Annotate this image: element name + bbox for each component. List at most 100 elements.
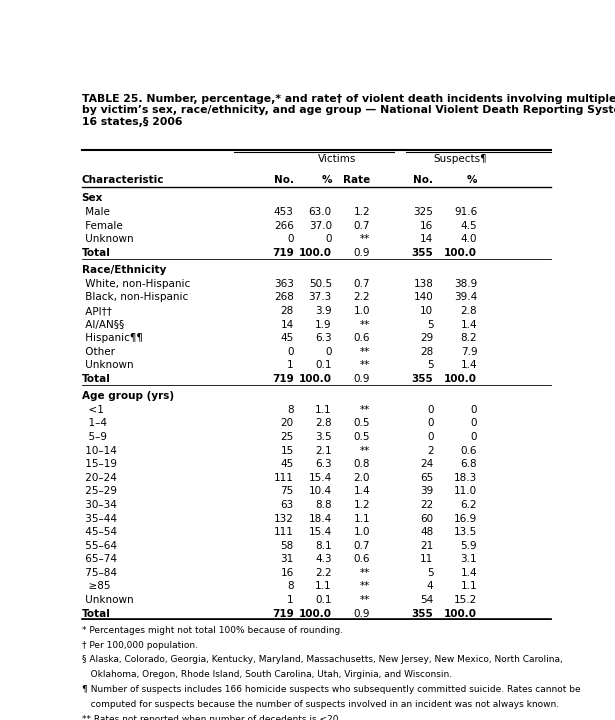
Text: 268: 268 bbox=[274, 292, 294, 302]
Text: 2.8: 2.8 bbox=[315, 418, 332, 428]
Text: 45: 45 bbox=[280, 459, 294, 469]
Text: 1.9: 1.9 bbox=[315, 320, 332, 330]
Text: 0: 0 bbox=[325, 347, 332, 356]
Text: **: ** bbox=[360, 568, 370, 578]
Text: 363: 363 bbox=[274, 279, 294, 289]
Text: 1: 1 bbox=[287, 360, 294, 370]
Text: 1.2: 1.2 bbox=[354, 207, 370, 217]
Text: 0: 0 bbox=[427, 432, 434, 442]
Text: Race/Ethnicity: Race/Ethnicity bbox=[82, 265, 166, 275]
Text: 138: 138 bbox=[413, 279, 434, 289]
Text: 0: 0 bbox=[470, 405, 477, 415]
Text: 31: 31 bbox=[280, 554, 294, 564]
Text: 8: 8 bbox=[287, 582, 294, 591]
Text: 8.8: 8.8 bbox=[315, 500, 332, 510]
Text: 6.3: 6.3 bbox=[315, 333, 332, 343]
Text: **: ** bbox=[360, 234, 370, 244]
Text: 4.0: 4.0 bbox=[461, 234, 477, 244]
Text: 25: 25 bbox=[280, 432, 294, 442]
Text: ** Rates not reported when number of decedents is <20.: ** Rates not reported when number of dec… bbox=[82, 716, 341, 720]
Text: 140: 140 bbox=[414, 292, 434, 302]
Text: Male: Male bbox=[82, 207, 109, 217]
Text: 6.2: 6.2 bbox=[461, 500, 477, 510]
Text: 7.9: 7.9 bbox=[461, 347, 477, 356]
Text: 100.0: 100.0 bbox=[444, 374, 477, 384]
Text: Sex: Sex bbox=[82, 194, 103, 203]
Text: 65–74: 65–74 bbox=[82, 554, 117, 564]
Text: Black, non-Hispanic: Black, non-Hispanic bbox=[82, 292, 188, 302]
Text: 1.2: 1.2 bbox=[354, 500, 370, 510]
Text: 18.3: 18.3 bbox=[454, 473, 477, 483]
Text: 1.4: 1.4 bbox=[461, 568, 477, 578]
Text: 75–84: 75–84 bbox=[82, 568, 117, 578]
Text: TABLE 25. Number, percentage,* and rate† of violent death incidents involving mu: TABLE 25. Number, percentage,* and rate†… bbox=[82, 94, 615, 127]
Text: 30–34: 30–34 bbox=[82, 500, 116, 510]
Text: 48: 48 bbox=[420, 527, 434, 537]
Text: 8: 8 bbox=[287, 405, 294, 415]
Text: 0.6: 0.6 bbox=[354, 333, 370, 343]
Text: 1.4: 1.4 bbox=[354, 487, 370, 496]
Text: 63.0: 63.0 bbox=[309, 207, 332, 217]
Text: 25–29: 25–29 bbox=[82, 487, 117, 496]
Text: 1–4: 1–4 bbox=[82, 418, 106, 428]
Text: computed for suspects because the number of suspects involved in an incident was: computed for suspects because the number… bbox=[82, 701, 559, 709]
Text: 132: 132 bbox=[274, 513, 294, 523]
Text: Total: Total bbox=[82, 608, 111, 618]
Text: 37.0: 37.0 bbox=[309, 220, 332, 230]
Text: 719: 719 bbox=[272, 374, 294, 384]
Text: 1: 1 bbox=[287, 595, 294, 605]
Text: 0.9: 0.9 bbox=[354, 248, 370, 258]
Text: 14: 14 bbox=[280, 320, 294, 330]
Text: 38.9: 38.9 bbox=[454, 279, 477, 289]
Text: 0.7: 0.7 bbox=[354, 541, 370, 551]
Text: 719: 719 bbox=[272, 248, 294, 258]
Text: 0: 0 bbox=[427, 418, 434, 428]
Text: 0.6: 0.6 bbox=[461, 446, 477, 456]
Text: 355: 355 bbox=[411, 248, 434, 258]
Text: %: % bbox=[467, 174, 477, 184]
Text: 58: 58 bbox=[280, 541, 294, 551]
Text: § Alaska, Colorado, Georgia, Kentucky, Maryland, Massachusetts, New Jersey, New : § Alaska, Colorado, Georgia, Kentucky, M… bbox=[82, 655, 562, 665]
Text: 65: 65 bbox=[420, 473, 434, 483]
Text: 111: 111 bbox=[274, 473, 294, 483]
Text: 22: 22 bbox=[420, 500, 434, 510]
Text: 100.0: 100.0 bbox=[299, 248, 332, 258]
Text: 0.9: 0.9 bbox=[354, 374, 370, 384]
Text: 28: 28 bbox=[420, 347, 434, 356]
Text: 2: 2 bbox=[427, 446, 434, 456]
Text: 0: 0 bbox=[470, 418, 477, 428]
Text: No.: No. bbox=[413, 174, 434, 184]
Text: 91.6: 91.6 bbox=[454, 207, 477, 217]
Text: Female: Female bbox=[82, 220, 122, 230]
Text: 719: 719 bbox=[272, 608, 294, 618]
Text: 4.5: 4.5 bbox=[461, 220, 477, 230]
Text: Characteristic: Characteristic bbox=[82, 174, 164, 184]
Text: 15.4: 15.4 bbox=[309, 473, 332, 483]
Text: 0.5: 0.5 bbox=[354, 418, 370, 428]
Text: 8.2: 8.2 bbox=[461, 333, 477, 343]
Text: 8.1: 8.1 bbox=[315, 541, 332, 551]
Text: Total: Total bbox=[82, 248, 111, 258]
Text: 1.4: 1.4 bbox=[461, 360, 477, 370]
Text: 5.9: 5.9 bbox=[461, 541, 477, 551]
Text: 325: 325 bbox=[413, 207, 434, 217]
Text: 13.5: 13.5 bbox=[454, 527, 477, 537]
Text: 37.3: 37.3 bbox=[309, 292, 332, 302]
Text: 11: 11 bbox=[420, 554, 434, 564]
Text: 266: 266 bbox=[274, 220, 294, 230]
Text: 0.7: 0.7 bbox=[354, 220, 370, 230]
Text: 29: 29 bbox=[420, 333, 434, 343]
Text: 1.1: 1.1 bbox=[354, 513, 370, 523]
Text: 28: 28 bbox=[280, 306, 294, 316]
Text: 0.8: 0.8 bbox=[354, 459, 370, 469]
Text: * Percentages might not total 100% because of rounding.: * Percentages might not total 100% becau… bbox=[82, 626, 343, 634]
Text: † Per 100,000 population.: † Per 100,000 population. bbox=[82, 641, 197, 649]
Text: 5: 5 bbox=[427, 320, 434, 330]
Text: 100.0: 100.0 bbox=[444, 248, 477, 258]
Text: 3.1: 3.1 bbox=[461, 554, 477, 564]
Text: 0: 0 bbox=[287, 234, 294, 244]
Text: **: ** bbox=[360, 405, 370, 415]
Text: 4: 4 bbox=[427, 582, 434, 591]
Text: 5: 5 bbox=[427, 568, 434, 578]
Text: %: % bbox=[322, 174, 332, 184]
